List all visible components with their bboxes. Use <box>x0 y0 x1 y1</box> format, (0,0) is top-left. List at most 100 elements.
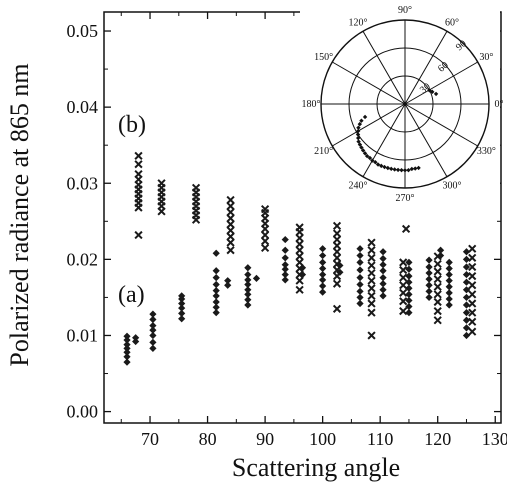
diamond-point <box>462 255 471 263</box>
diamond-point <box>212 309 220 317</box>
x-tick-label: 80 <box>199 429 217 449</box>
cross-point <box>332 229 342 238</box>
cross-point <box>134 160 143 169</box>
polar-point <box>355 132 361 137</box>
diamond-point <box>178 315 186 323</box>
diamond-point <box>356 280 364 289</box>
y-axis: 0.00 0.01 0.02 0.03 0.04 0.05 <box>67 21 501 422</box>
cross-point <box>367 276 376 285</box>
cross-point <box>433 307 442 316</box>
polar-spoke <box>362 31 406 105</box>
polar-point <box>433 91 439 97</box>
cross-point <box>226 214 235 223</box>
cross-point <box>332 241 342 250</box>
cross-point <box>433 275 442 284</box>
diamond-point <box>319 276 327 284</box>
cross-point <box>399 273 408 282</box>
diamond-point <box>212 249 220 257</box>
diamond-point <box>212 303 220 311</box>
annotation-b: (b) <box>118 112 146 138</box>
diamond-point <box>405 309 413 317</box>
cross-point <box>295 270 304 279</box>
polar-spoke <box>332 61 406 105</box>
diamond-point <box>356 251 364 260</box>
diamond-point <box>462 270 471 279</box>
cross-point <box>332 235 342 244</box>
annotation-a: (a) <box>118 282 145 308</box>
cross-point <box>367 299 376 308</box>
diamond-point <box>405 290 413 298</box>
diamond-point <box>425 281 433 289</box>
diamond-point <box>425 275 433 283</box>
polar-point <box>362 151 368 156</box>
polar-point <box>392 167 397 172</box>
polar-angle-label: 210° <box>314 146 333 157</box>
diamond-point <box>462 316 471 324</box>
diamond-point <box>149 321 157 330</box>
diamond-point <box>178 299 186 308</box>
cross-point <box>226 220 235 229</box>
x-tick-label: 70 <box>141 429 159 449</box>
diamond-point <box>462 248 471 256</box>
cross-point <box>468 244 477 253</box>
data-points <box>123 151 477 366</box>
diamond-point <box>123 348 131 356</box>
polar-point <box>402 168 408 173</box>
polar-point <box>357 121 363 127</box>
diamond-point <box>425 256 433 264</box>
diamond-point <box>405 302 413 311</box>
x-tick-label: 130 <box>482 429 507 449</box>
diamond-point <box>319 270 327 279</box>
cross-point <box>295 264 304 273</box>
cross-point <box>332 247 342 256</box>
x-axis-label: Scattering angle <box>232 453 400 482</box>
cross-point <box>367 238 376 247</box>
cross-point <box>468 253 477 262</box>
diamond-point <box>123 344 131 353</box>
cross-point <box>399 297 408 306</box>
polar-point <box>356 125 361 130</box>
diamond-point <box>436 246 445 254</box>
cross-point <box>367 253 376 262</box>
polar-angle-label: 270° <box>396 193 415 204</box>
cross-point <box>295 276 304 285</box>
cross-point <box>260 230 270 240</box>
cross-point <box>399 258 408 267</box>
diamond-point <box>281 235 289 244</box>
x-axis: 70 80 90 100 110 120 130 <box>120 12 507 449</box>
diamond-point <box>123 341 131 349</box>
cross-point <box>295 246 304 255</box>
diamond-point <box>379 261 387 269</box>
diamond-point <box>356 299 364 308</box>
polar-spoke <box>404 61 478 105</box>
y-axis-label: Polarized radiance at 865 nm <box>5 63 34 366</box>
diamond-point <box>462 278 471 286</box>
polar-point <box>385 165 391 171</box>
diamond-point <box>244 264 252 272</box>
polar-angle-label: 120° <box>349 18 368 29</box>
polar-point <box>373 160 378 165</box>
polar-angle-label: 180° <box>302 99 321 110</box>
cross-point <box>295 285 304 294</box>
diamond-point <box>445 295 453 303</box>
cross-point <box>433 252 442 261</box>
diamond-point <box>445 301 453 309</box>
cross-point <box>367 261 376 270</box>
diamond-point <box>123 353 131 361</box>
diamond-point <box>445 270 453 279</box>
cross-point <box>468 327 477 336</box>
polar-angle-label: 240° <box>349 180 368 191</box>
diamond-point <box>356 258 364 267</box>
polar-spoke <box>362 103 406 177</box>
cross-point <box>399 281 408 290</box>
diamond-point <box>149 326 157 334</box>
cross-point <box>191 183 201 192</box>
diamond-point <box>356 274 364 282</box>
polar-angle-label: 30° <box>479 52 493 63</box>
diamond-point <box>149 310 157 318</box>
cross-point <box>367 331 376 340</box>
diamond-point <box>462 301 471 309</box>
polar-angle-label: 0° <box>495 99 504 110</box>
cross-point <box>332 253 342 262</box>
diamond-point <box>425 269 433 277</box>
